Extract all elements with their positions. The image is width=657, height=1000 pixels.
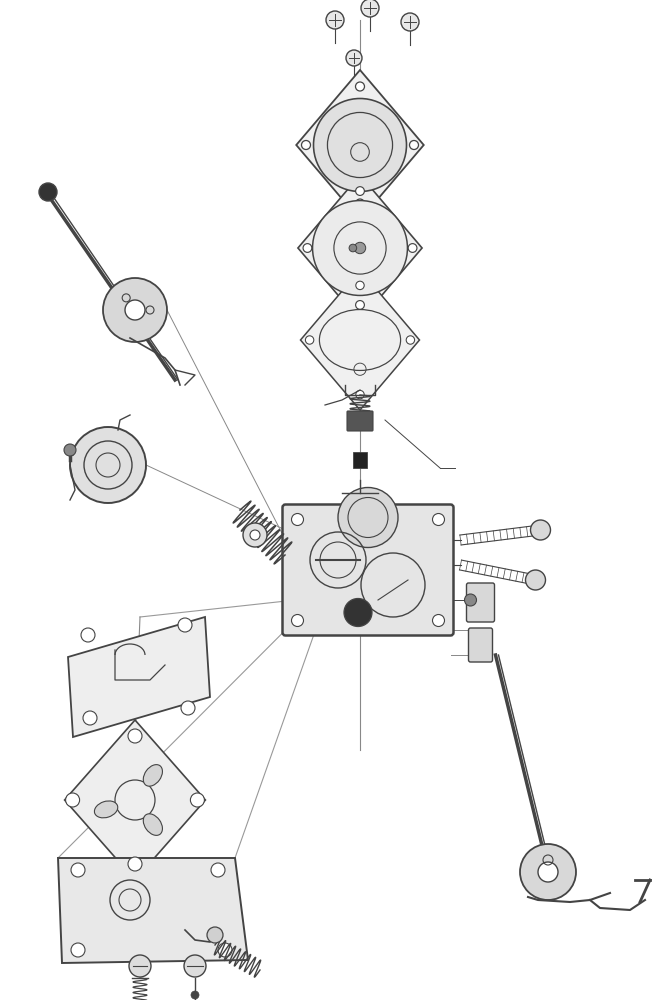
Circle shape [184, 955, 206, 977]
Circle shape [355, 199, 365, 208]
Circle shape [338, 488, 398, 548]
Ellipse shape [143, 814, 162, 835]
Polygon shape [64, 720, 206, 880]
Circle shape [70, 427, 146, 503]
Ellipse shape [95, 801, 118, 818]
Polygon shape [300, 270, 420, 410]
Circle shape [211, 863, 225, 877]
FancyBboxPatch shape [466, 583, 495, 622]
Circle shape [356, 390, 364, 399]
Circle shape [81, 628, 95, 642]
Polygon shape [58, 858, 248, 963]
Circle shape [354, 242, 366, 254]
Circle shape [128, 729, 142, 743]
Circle shape [83, 711, 97, 725]
Circle shape [313, 99, 407, 192]
Circle shape [191, 793, 204, 807]
Circle shape [303, 244, 312, 252]
Circle shape [409, 140, 419, 149]
Circle shape [313, 201, 407, 295]
Circle shape [355, 187, 365, 195]
Circle shape [349, 244, 357, 252]
Circle shape [302, 140, 311, 149]
Ellipse shape [143, 765, 162, 786]
Circle shape [125, 300, 145, 320]
Circle shape [292, 614, 304, 626]
Circle shape [355, 82, 365, 91]
Circle shape [128, 857, 142, 871]
Circle shape [408, 244, 417, 252]
Ellipse shape [319, 310, 401, 370]
Circle shape [326, 11, 344, 29]
Polygon shape [68, 617, 210, 737]
Circle shape [538, 862, 558, 882]
Circle shape [71, 863, 85, 877]
Polygon shape [298, 175, 422, 321]
Circle shape [207, 927, 223, 943]
FancyBboxPatch shape [468, 628, 493, 662]
Circle shape [129, 955, 151, 977]
Circle shape [66, 793, 79, 807]
Circle shape [218, 943, 232, 957]
Circle shape [356, 281, 364, 290]
Circle shape [64, 444, 76, 456]
Circle shape [432, 614, 445, 626]
Polygon shape [296, 70, 424, 220]
Circle shape [39, 183, 57, 201]
Circle shape [306, 336, 314, 344]
Circle shape [401, 13, 419, 31]
Circle shape [530, 520, 551, 540]
Circle shape [464, 594, 476, 606]
Circle shape [406, 336, 415, 344]
FancyBboxPatch shape [347, 411, 373, 431]
Circle shape [346, 50, 362, 66]
Bar [353, 452, 367, 468]
Circle shape [520, 844, 576, 900]
Circle shape [292, 514, 304, 526]
Circle shape [361, 0, 379, 17]
FancyBboxPatch shape [283, 504, 453, 636]
Circle shape [103, 278, 167, 342]
Circle shape [243, 523, 267, 547]
Circle shape [432, 514, 445, 526]
Circle shape [526, 570, 545, 590]
Circle shape [181, 701, 195, 715]
Circle shape [344, 598, 372, 626]
Circle shape [71, 943, 85, 957]
Circle shape [178, 618, 192, 632]
Circle shape [355, 301, 365, 309]
Circle shape [250, 530, 260, 540]
Circle shape [191, 991, 199, 999]
